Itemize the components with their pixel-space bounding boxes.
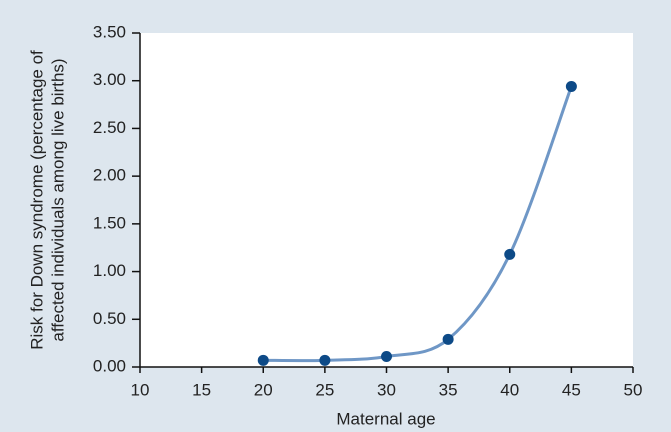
data-point [257, 354, 269, 366]
y-axis-label-line: Risk for Down syndrome (percentage of [27, 50, 46, 350]
plot-area [140, 33, 633, 367]
x-tick-label: 15 [192, 380, 211, 399]
y-tick-label: 0.00 [93, 356, 126, 375]
x-tick-label: 20 [254, 380, 273, 399]
x-axis-label: Maternal age [336, 409, 435, 428]
x-tick-label: 50 [624, 380, 643, 399]
y-tick-label: 3.50 [93, 22, 126, 41]
x-tick-label: 30 [377, 380, 396, 399]
y-axis-label-line: affected individuals among live births) [48, 58, 67, 341]
data-point [381, 351, 392, 363]
data-point [565, 80, 577, 92]
y-tick-label: 2.00 [93, 166, 126, 185]
y-tick-label: 1.50 [93, 213, 126, 232]
x-tick-label: 25 [315, 380, 334, 399]
y-tick-label: 2.50 [93, 118, 126, 137]
y-tick-label: 3.00 [93, 70, 126, 89]
x-tick-label: 10 [131, 380, 150, 399]
x-tick-label: 35 [439, 380, 458, 399]
data-point [504, 248, 516, 260]
y-tick-label: 0.50 [93, 309, 126, 328]
y-axis-label: Risk for Down syndrome (percentage of af… [27, 50, 67, 350]
data-point [442, 333, 454, 345]
x-tick-label: 45 [562, 380, 581, 399]
y-tick-label: 1.00 [93, 261, 126, 280]
data-point [319, 354, 331, 366]
x-tick-label: 40 [500, 380, 519, 399]
